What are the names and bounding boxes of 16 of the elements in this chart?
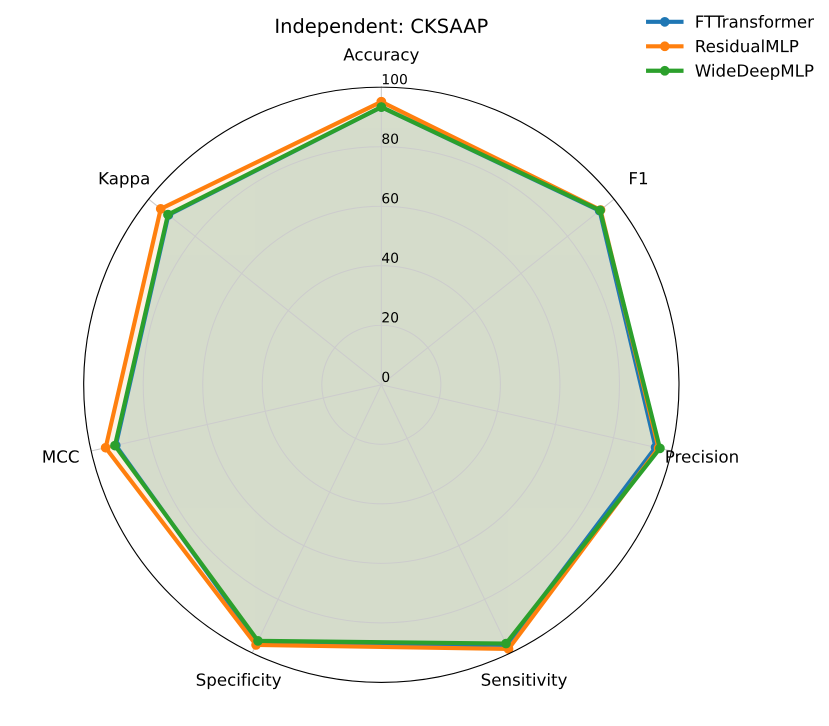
y-tick-label: 20	[382, 312, 398, 323]
legend-label: ResidualMLP	[696, 39, 798, 52]
spoke-label: Accuracy	[343, 48, 419, 64]
spoke-label: F1	[630, 172, 648, 184]
y-tick-label: 60	[382, 192, 398, 204]
y-tick-label: 80	[382, 133, 398, 144]
spoke-label: Specificity	[196, 673, 282, 690]
spoke-label: Kappa	[100, 172, 149, 188]
y-tick-label: 40	[382, 252, 398, 264]
spoke-label: MCC	[43, 450, 79, 463]
spoke-label: Sensitivity	[482, 673, 567, 690]
chart-title: Independent: CKSAAP	[276, 18, 488, 37]
legend-label: WideDeepMLP	[695, 64, 814, 80]
legend-label: FTTransformer	[696, 15, 814, 28]
y-tick-label: 0	[382, 372, 390, 382]
y-tick-label: 100	[382, 74, 407, 84]
